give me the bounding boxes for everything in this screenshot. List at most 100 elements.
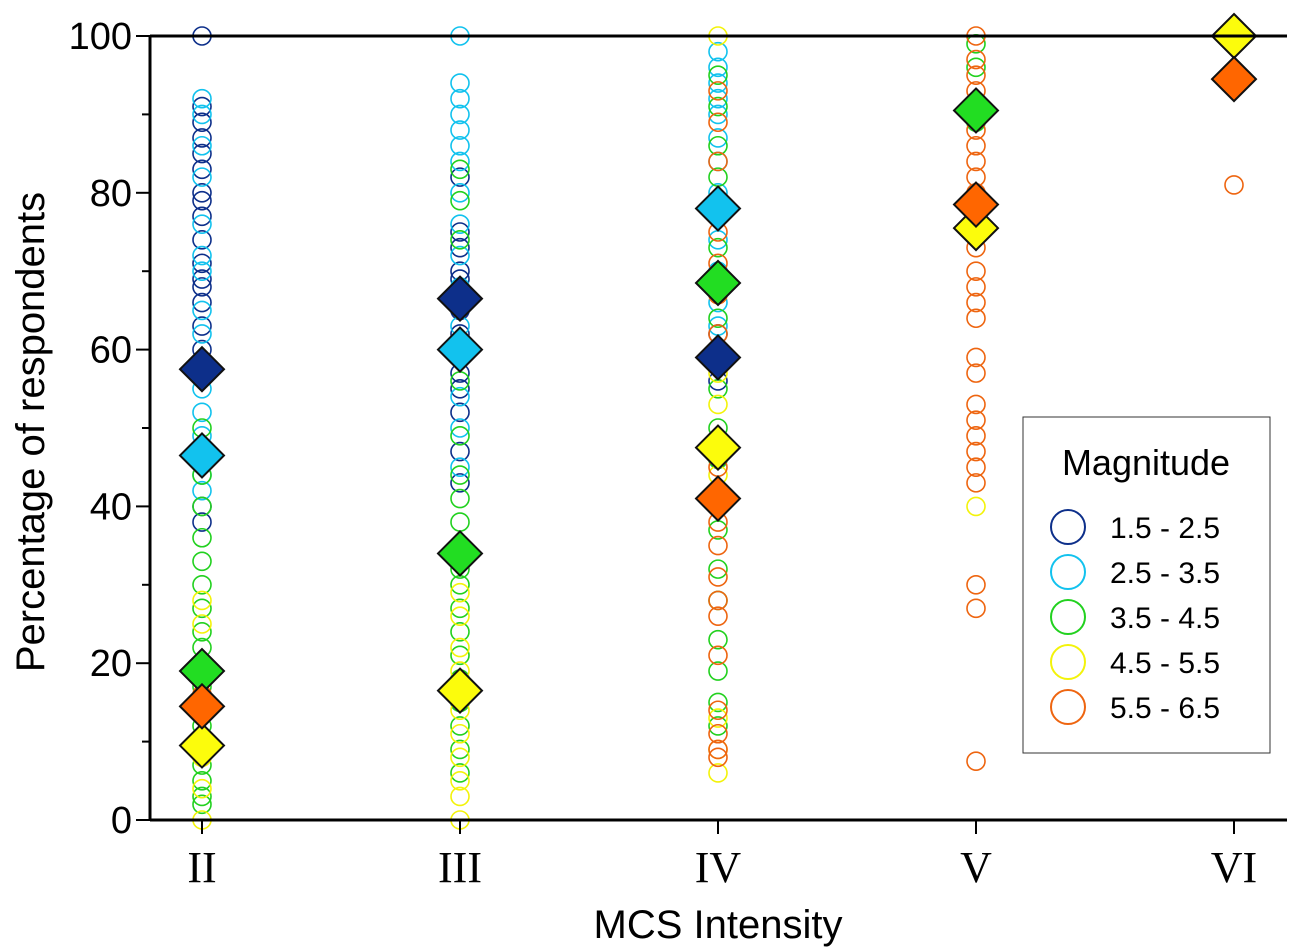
point-4-5-5-5 [450,723,470,744]
point-3-5-4-5 [450,190,470,211]
point-5-5-6-5 [966,277,986,297]
point-2-5-3-5 [708,128,728,148]
x-tick-label: V [960,843,992,892]
point-1-5-2-5 [192,183,212,203]
legend-swatch-3-5-4-5 [1050,599,1086,635]
point-3-5-4-5 [192,551,212,572]
point-2-5-3-5 [450,73,470,93]
point-3-5-4-5 [708,629,728,650]
point-2-5-3-5 [450,245,470,266]
mean-diamond-1-5-2-5 [178,345,226,393]
point-5-5-6-5 [966,441,986,462]
point-2-5-3-5 [450,386,470,407]
point-3-5-4-5 [708,716,728,736]
point-5-5-6-5 [708,747,728,768]
point-3-5-4-5 [192,786,212,807]
point-5-5-6-5 [966,363,986,383]
point-5-5-6-5 [966,426,986,446]
point-4-5-5-5 [192,778,212,799]
point-5-5-6-5 [966,151,986,172]
x-tick-label: IV [695,843,742,892]
point-5-5-6-5 [966,457,986,478]
point-3-5-4-5 [708,308,728,329]
point-1-5-2-5 [192,512,212,532]
point-3-5-4-5 [192,527,212,548]
point-1-5-2-5 [192,316,212,336]
point-3-5-4-5 [966,57,986,78]
point-3-5-4-5 [450,488,470,509]
point-3-5-4-5 [192,598,212,619]
point-1-5-2-5 [192,159,212,180]
point-3-5-4-5 [708,65,728,85]
point-5-5-6-5 [1224,175,1244,195]
point-5-5-6-5 [708,723,728,744]
mean-diamond-2-5-3-5 [178,432,226,479]
legend-swatch-2-5-3-5 [1050,554,1086,590]
y-tick-label: 60 [90,330,132,372]
point-2-5-3-5 [450,120,470,140]
point-1-5-2-5 [450,473,470,493]
point-4-5-5-5 [450,582,470,603]
legend-box [1022,416,1271,754]
point-2-5-3-5 [450,457,470,478]
point-2-5-3-5 [708,88,728,109]
point-3-5-4-5 [192,622,212,642]
point-5-5-6-5 [966,410,986,430]
point-3-5-4-5 [192,794,212,815]
point-5-5-6-5 [708,151,728,172]
point-1-5-2-5 [192,269,212,289]
point-2-5-3-5 [192,104,212,125]
point-1-5-2-5 [450,441,470,462]
point-4-5-5-5 [708,394,728,415]
point-2-5-3-5 [450,418,470,438]
point-1-5-2-5 [192,206,212,227]
point-4-5-5-5 [192,590,212,611]
x-tick-label: II [187,843,216,892]
point-2-5-3-5 [708,230,728,250]
point-3-5-4-5 [450,598,470,619]
point-3-5-4-5 [450,159,470,180]
point-2-5-3-5 [450,104,470,125]
y-tick-label: 40 [90,486,132,528]
point-4-5-5-5 [450,637,470,658]
point-5-5-6-5 [966,394,986,415]
legend-label: 1.5 - 2.5 [1110,512,1220,545]
point-5-5-6-5 [708,606,728,626]
point-2-5-3-5 [192,261,212,282]
point-4-5-5-5 [192,614,212,634]
point-3-5-4-5 [450,622,470,642]
point-3-5-4-5 [192,496,212,517]
point-3-5-4-5 [708,135,728,156]
point-1-5-2-5 [192,190,212,211]
point-3-5-4-5 [708,661,728,681]
point-2-5-3-5 [708,316,728,336]
point-5-5-6-5 [966,292,986,313]
point-1-5-2-5 [192,292,212,313]
mean-diamond-5-5-6-5 [1210,55,1258,103]
mean-diamond-3-5-4-5 [952,87,1000,134]
legend-swatch-1-5-2-5 [1050,509,1086,545]
point-3-5-4-5 [192,770,212,791]
point-2-5-3-5 [192,402,212,423]
point-1-5-2-5 [192,96,212,117]
point-1-5-2-5 [450,402,470,423]
point-3-5-4-5 [708,96,728,117]
point-5-5-6-5 [966,473,986,493]
point-4-5-5-5 [450,747,470,768]
point-2-5-3-5 [708,41,728,62]
mean-diamond-3-5-4-5 [436,530,484,577]
y-tick-label: 80 [90,173,132,215]
point-5-5-6-5 [966,49,986,70]
point-5-5-6-5 [966,598,986,619]
point-5-5-6-5 [708,739,728,760]
x-tick-label: III [438,843,482,892]
legend-label: 4.5 - 5.5 [1110,647,1220,680]
point-5-5-6-5 [708,645,728,666]
point-5-5-6-5 [708,535,728,556]
legend-label: 3.5 - 4.5 [1110,602,1220,635]
mean-diamond-4-5-5-5 [178,722,226,769]
mean-diamond-3-5-4-5 [694,259,742,307]
point-4-5-5-5 [450,606,470,626]
point-2-5-3-5 [708,73,728,93]
